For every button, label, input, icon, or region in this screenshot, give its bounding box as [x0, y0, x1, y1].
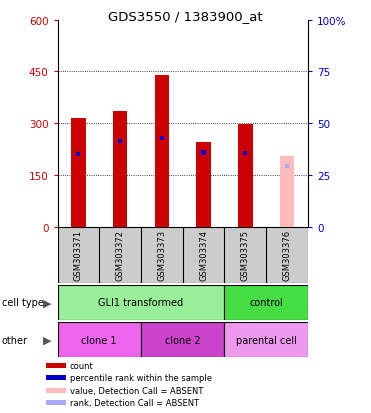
Bar	[224, 285, 308, 320]
Bar	[58, 322, 141, 357]
Text: ▶: ▶	[43, 297, 52, 308]
Text: GSM303375: GSM303375	[241, 230, 250, 280]
Bar	[113, 112, 127, 227]
Bar	[76, 153, 81, 157]
Text: GSM303372: GSM303372	[116, 230, 125, 280]
Text: cell type: cell type	[2, 297, 44, 308]
Bar	[46, 400, 66, 405]
Bar	[160, 136, 164, 140]
Bar	[46, 363, 66, 368]
Bar	[141, 322, 224, 357]
Bar	[46, 388, 66, 393]
Bar	[58, 285, 224, 320]
Bar	[71, 119, 86, 227]
Text: rank, Detection Call = ABSENT: rank, Detection Call = ABSENT	[70, 398, 199, 407]
Bar	[238, 125, 253, 227]
Bar	[46, 375, 66, 380]
Text: GSM303374: GSM303374	[199, 230, 208, 280]
Text: GSM303371: GSM303371	[74, 230, 83, 280]
Text: clone 1: clone 1	[82, 335, 117, 345]
Text: GSM303373: GSM303373	[157, 230, 166, 280]
Text: ▶: ▶	[43, 335, 52, 345]
Bar	[118, 140, 122, 144]
Text: value, Detection Call = ABSENT: value, Detection Call = ABSENT	[70, 386, 203, 395]
Text: control: control	[249, 297, 283, 308]
Bar	[224, 322, 308, 357]
Bar	[155, 76, 169, 227]
Bar	[243, 152, 247, 156]
Bar	[201, 151, 206, 155]
Text: GDS3550 / 1383900_at: GDS3550 / 1383900_at	[108, 10, 263, 23]
Text: count: count	[70, 361, 93, 370]
Text: GSM303376: GSM303376	[283, 230, 292, 280]
Text: GLI1 transformed: GLI1 transformed	[98, 297, 184, 308]
Bar	[285, 165, 289, 169]
Text: percentile rank within the sample: percentile rank within the sample	[70, 373, 212, 382]
Text: clone 2: clone 2	[165, 335, 201, 345]
Text: other: other	[2, 335, 28, 345]
Bar	[196, 143, 211, 227]
Bar	[280, 157, 294, 227]
Text: parental cell: parental cell	[236, 335, 297, 345]
